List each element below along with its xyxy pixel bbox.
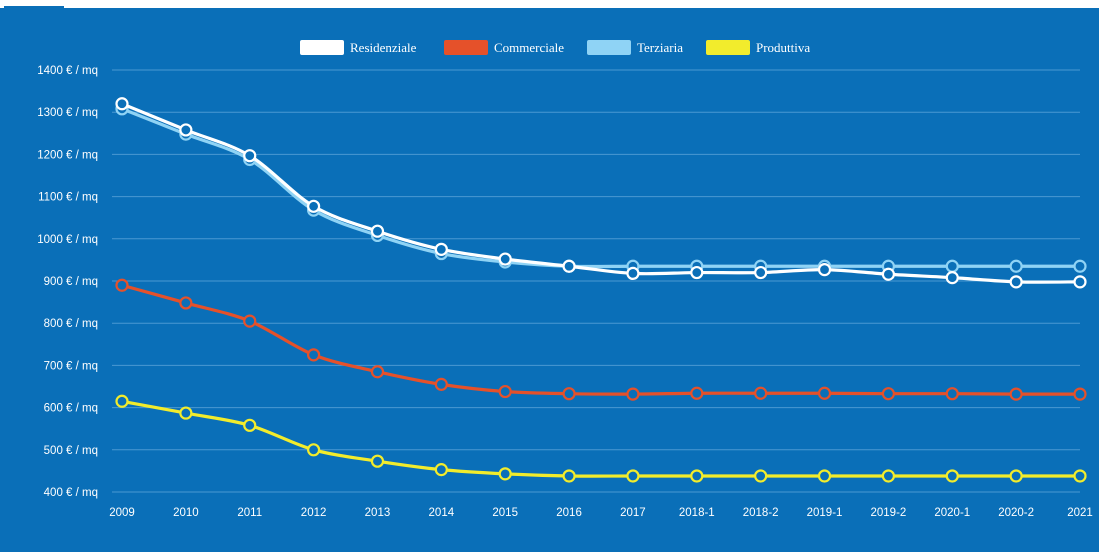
series-line-commerciale	[120, 283, 1082, 396]
data-point-commerciale[interactable]	[115, 278, 129, 292]
data-point-commerciale[interactable]	[562, 387, 576, 401]
series-line-produttiva	[120, 399, 1082, 478]
data-point-produttiva[interactable]	[179, 406, 193, 420]
legend-label-terziaria[interactable]: Terziaria	[637, 40, 683, 55]
data-point-produttiva[interactable]	[1073, 469, 1087, 483]
top-strip	[0, 0, 1099, 8]
data-point-commerciale[interactable]	[817, 386, 832, 400]
series-line-residenziale	[120, 102, 1082, 284]
y-tick-label: 500 € / mq	[44, 445, 98, 457]
x-tick-label: 2021	[1067, 507, 1093, 519]
data-point-produttiva[interactable]	[626, 469, 640, 483]
x-tick-label: 2019-1	[807, 507, 843, 519]
data-point-commerciale[interactable]	[498, 384, 512, 399]
data-point-commerciale[interactable]	[1073, 387, 1087, 401]
data-point-residenziale[interactable]	[498, 252, 512, 266]
data-point-commerciale[interactable]	[754, 386, 768, 400]
x-tick-label: 2018-1	[679, 507, 715, 519]
legend-swatch-produttiva[interactable]	[706, 40, 750, 55]
data-point-produttiva[interactable]	[243, 418, 257, 432]
x-tick-label: 2018-2	[743, 507, 779, 519]
data-point-residenziale[interactable]	[243, 149, 257, 163]
data-point-residenziale[interactable]	[434, 242, 448, 256]
x-tick-label: 2019-2	[870, 507, 906, 519]
legend-swatch-commerciale[interactable]	[444, 40, 488, 55]
data-point-residenziale[interactable]	[307, 199, 321, 213]
data-point-residenziale[interactable]	[1073, 275, 1087, 289]
data-point-residenziale[interactable]	[817, 263, 832, 277]
x-tick-label: 2010	[173, 507, 199, 519]
data-point-commerciale[interactable]	[434, 377, 448, 391]
data-point-terziaria[interactable]	[1073, 259, 1087, 273]
data-point-produttiva[interactable]	[817, 469, 832, 483]
data-point-residenziale[interactable]	[945, 271, 959, 285]
data-point-produttiva[interactable]	[498, 467, 512, 481]
price-chart: 400 € / mq 500 € / mq 600 € / mq 700 € / mq…	[0, 8, 1099, 552]
x-tick-label: 2013	[365, 507, 391, 519]
data-point-produttiva[interactable]	[434, 463, 448, 477]
data-point-residenziale[interactable]	[881, 267, 896, 281]
data-point-commerciale[interactable]	[179, 296, 193, 310]
data-point-residenziale[interactable]	[370, 224, 385, 238]
data-point-produttiva[interactable]	[881, 469, 896, 483]
y-tick-label: 1400 € / mq	[37, 65, 98, 77]
data-point-produttiva[interactable]	[307, 443, 321, 457]
data-point-commerciale[interactable]	[243, 314, 257, 328]
data-point-residenziale[interactable]	[115, 97, 129, 111]
x-tick-label: 2020-2	[998, 507, 1034, 519]
data-point-residenziale[interactable]	[626, 266, 640, 281]
data-point-commerciale[interactable]	[881, 387, 896, 401]
x-tick-label: 2015	[492, 507, 518, 519]
legend-label-produttiva[interactable]: Produttiva	[756, 40, 810, 55]
data-point-commerciale[interactable]	[690, 386, 704, 400]
series-line-terziaria	[120, 107, 1082, 269]
data-point-produttiva[interactable]	[562, 469, 576, 483]
y-tick-label: 1300 € / mq	[37, 107, 98, 119]
data-point-terziaria[interactable]	[945, 259, 959, 273]
legend-label-commerciale[interactable]: Commerciale	[494, 40, 564, 55]
y-tick-label: 1200 € / mq	[37, 149, 98, 161]
x-tick-label: 2009	[109, 507, 135, 519]
data-point-commerciale[interactable]	[307, 348, 321, 362]
x-tick-label: 2017	[620, 507, 646, 519]
data-point-residenziale[interactable]	[179, 123, 193, 137]
x-tick-label: 2011	[237, 507, 262, 519]
data-point-commerciale[interactable]	[1009, 387, 1023, 401]
data-point-produttiva[interactable]	[690, 469, 704, 483]
legend-swatch-residenziale[interactable]	[300, 40, 344, 55]
data-point-residenziale[interactable]	[562, 259, 576, 273]
y-tick-label: 600 € / mq	[44, 403, 98, 415]
y-tick-label: 800 € / mq	[44, 318, 98, 330]
data-point-produttiva[interactable]	[754, 469, 768, 483]
data-point-residenziale[interactable]	[1009, 275, 1023, 289]
y-tick-label: 1000 € / mq	[37, 234, 98, 246]
data-point-commerciale[interactable]	[626, 387, 640, 401]
x-tick-label: 2012	[301, 507, 327, 519]
y-tick-label: 900 € / mq	[44, 276, 98, 288]
x-tick-label: 2020-1	[934, 507, 970, 519]
data-point-produttiva[interactable]	[115, 394, 129, 408]
logo-mark	[4, 0, 64, 8]
data-point-commerciale[interactable]	[945, 387, 959, 401]
x-tick-label: 2014	[429, 507, 455, 519]
y-tick-label: 400 € / mq	[44, 487, 98, 499]
legend-label-residenziale[interactable]: Residenziale	[350, 40, 417, 55]
legend-swatch-terziaria[interactable]	[587, 40, 631, 55]
data-point-residenziale[interactable]	[754, 265, 768, 280]
data-point-produttiva[interactable]	[945, 469, 959, 483]
y-tick-label: 1100 € / mq	[38, 192, 98, 204]
data-point-terziaria[interactable]	[1009, 259, 1023, 273]
data-point-produttiva[interactable]	[1009, 469, 1023, 483]
data-point-residenziale[interactable]	[690, 265, 704, 280]
chart-svg: 400 € / mq 500 € / mq 600 € / mq 700 € / mq…	[37, 40, 1093, 519]
data-point-commerciale[interactable]	[370, 365, 385, 379]
x-tick-label: 2016	[556, 507, 582, 519]
data-point-produttiva[interactable]	[370, 454, 385, 468]
y-tick-label: 700 € / mq	[44, 360, 98, 372]
